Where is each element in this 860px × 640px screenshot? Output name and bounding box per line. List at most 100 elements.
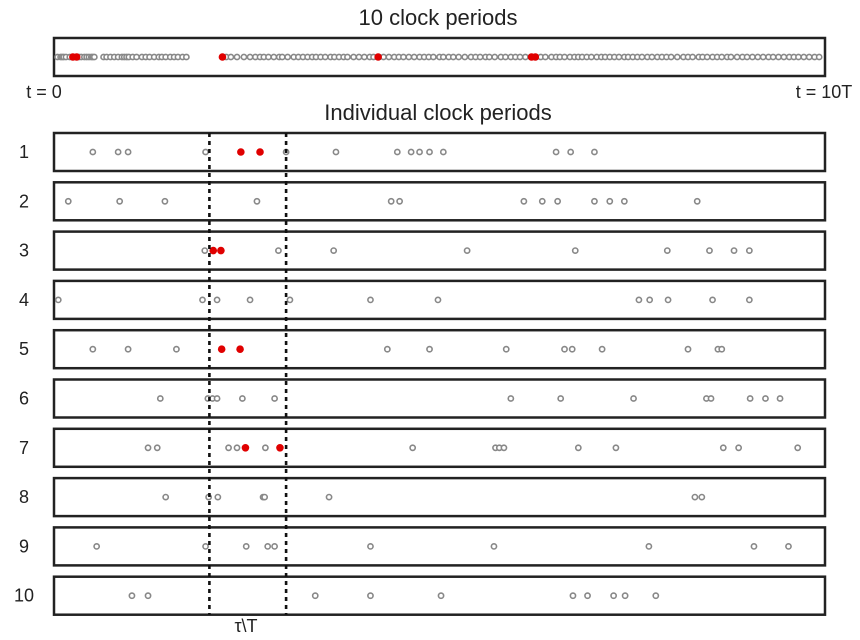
row-open-point xyxy=(271,395,278,402)
row-open-point xyxy=(745,296,753,304)
row-open-point xyxy=(538,197,546,205)
row-open-point xyxy=(630,395,637,402)
bottom-panel-title: Individual clock periods xyxy=(324,100,551,125)
row-open-point xyxy=(114,148,122,156)
top-open-point xyxy=(805,53,813,61)
row-open-point xyxy=(718,345,726,353)
row-open-point xyxy=(730,247,738,254)
row-open-point xyxy=(264,543,272,550)
row-open-point xyxy=(407,148,415,156)
row-open-point xyxy=(652,592,660,600)
top-red-point xyxy=(374,53,382,61)
top-open-point xyxy=(405,53,413,61)
top-open-point xyxy=(587,53,595,61)
row-open-point xyxy=(201,247,209,254)
row-open-point xyxy=(610,592,618,600)
window-lines xyxy=(208,133,288,615)
row-open-point xyxy=(574,444,582,452)
top-open-point xyxy=(476,53,484,61)
row-2: 2 xyxy=(19,181,827,222)
row-red-point xyxy=(217,345,226,354)
row-open-point xyxy=(698,493,706,501)
top-open-point xyxy=(648,53,656,61)
top-open-point xyxy=(485,53,493,61)
row-10: 10 xyxy=(14,575,827,616)
top-open-point xyxy=(385,53,393,61)
row-open-point xyxy=(620,197,628,205)
row-open-point xyxy=(261,444,269,452)
row-label: 9 xyxy=(19,536,29,556)
row-open-point xyxy=(153,444,161,452)
row-label: 4 xyxy=(19,290,29,310)
top-open-point xyxy=(360,53,368,61)
row-open-point xyxy=(746,395,754,402)
row-open-point xyxy=(213,296,221,304)
row-label: 1 xyxy=(19,142,29,162)
top-open-point xyxy=(449,53,457,61)
row-open-point xyxy=(156,395,164,402)
top-open-point xyxy=(133,53,140,61)
row-open-point xyxy=(367,296,374,304)
row-open-point xyxy=(330,247,338,254)
top-panel-frame xyxy=(52,36,827,78)
row-open-point xyxy=(571,247,579,254)
row-open-point xyxy=(706,247,713,254)
row-open-point xyxy=(213,395,221,402)
top-red-point xyxy=(531,53,540,61)
top-open-point xyxy=(703,53,711,61)
row-frame xyxy=(52,476,827,518)
row-open-point xyxy=(719,444,727,452)
row-frame xyxy=(52,230,827,271)
row-open-point xyxy=(598,345,606,353)
row-open-point xyxy=(144,592,152,600)
row-open-point xyxy=(253,197,261,205)
row-open-point xyxy=(591,148,598,156)
top-right-label: t = 10T xyxy=(796,82,853,102)
row-open-point xyxy=(554,197,562,205)
row-8: 8 xyxy=(19,476,827,518)
top-open-point xyxy=(800,53,808,61)
row-open-point xyxy=(261,493,269,501)
row-open-point xyxy=(54,296,62,304)
row-open-point xyxy=(750,543,758,550)
top-open-point xyxy=(541,53,549,61)
top-open-point xyxy=(439,53,447,61)
row-open-point xyxy=(552,148,560,156)
row-open-point xyxy=(762,395,769,402)
top-open-point xyxy=(754,53,762,61)
top-open-point xyxy=(759,53,767,61)
top-open-point xyxy=(780,53,788,61)
top-open-point xyxy=(455,53,463,61)
top-open-point xyxy=(522,53,529,61)
row-open-point xyxy=(64,197,72,205)
row-red-point xyxy=(209,246,218,255)
top-red-point xyxy=(72,53,81,61)
top-open-point xyxy=(278,53,286,61)
row-open-point xyxy=(383,345,391,353)
top-open-point xyxy=(718,53,726,61)
row-label: 10 xyxy=(14,586,34,606)
top-open-point xyxy=(502,53,509,61)
row-frame xyxy=(52,575,827,616)
row-5: 5 xyxy=(19,328,827,370)
top-open-point xyxy=(689,53,697,61)
row-red-point xyxy=(241,444,250,452)
top-open-point xyxy=(733,53,741,61)
row-open-point xyxy=(745,247,753,254)
row-label: 7 xyxy=(19,438,29,458)
row-open-point xyxy=(439,148,447,156)
row-open-point xyxy=(735,444,743,452)
row-open-point xyxy=(416,148,423,156)
top-open-point xyxy=(727,53,735,61)
row-open-point xyxy=(238,395,246,402)
top-open-point xyxy=(638,53,646,61)
row-open-point xyxy=(663,247,671,254)
top-open-point xyxy=(400,53,407,61)
top-open-point xyxy=(615,53,623,61)
top-open-point xyxy=(182,53,190,61)
row-open-point xyxy=(426,148,433,156)
row-open-point xyxy=(242,543,250,550)
row-open-point xyxy=(311,592,319,600)
row-1: 1 xyxy=(19,131,827,173)
top-open-point xyxy=(233,53,241,61)
